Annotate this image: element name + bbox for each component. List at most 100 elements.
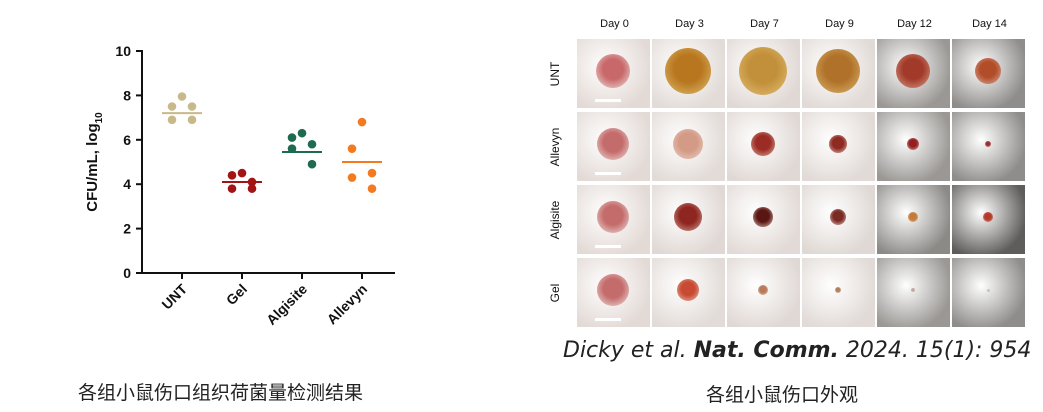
- data-point: [287, 144, 297, 153]
- wound-photo: [877, 185, 950, 254]
- wound-photo: [877, 258, 950, 327]
- data-point: [247, 184, 257, 193]
- group-row-label-text: Gel: [548, 283, 562, 303]
- day-header: Day 0: [600, 18, 629, 30]
- data-point: [187, 102, 197, 111]
- wound-spot: [830, 209, 846, 225]
- group-row-label-text: Allevyn: [548, 127, 562, 167]
- group-row-label-text: UNT: [548, 61, 562, 87]
- citation-details: 2024. 15(1): 954: [838, 338, 1032, 363]
- wound-photo: [727, 39, 800, 108]
- wound-spot: [896, 54, 930, 88]
- wound-spot: [816, 49, 860, 93]
- citation-authors: Dicky et al.: [563, 338, 694, 363]
- y-tick-label: 0: [123, 265, 131, 281]
- data-point: [177, 92, 187, 101]
- day-header: Day 7: [750, 18, 779, 30]
- wound-photo: [727, 258, 800, 327]
- wound-photo: [727, 112, 800, 181]
- y-axis-title: CFU/mL, log10: [84, 112, 105, 212]
- day-header: Day 12: [897, 18, 932, 30]
- wound-photo: [952, 112, 1025, 181]
- y-tick-label: 6: [123, 132, 131, 148]
- data-point: [357, 117, 367, 127]
- data-point: [347, 173, 357, 182]
- wound-photo: [952, 185, 1025, 254]
- wound-photo: [652, 112, 725, 181]
- wound-photo: [877, 112, 950, 181]
- photo-caption: 各组小鼠伤口外观: [706, 384, 859, 406]
- day-header: Day 14: [972, 18, 1007, 30]
- group-row-label: UNT: [545, 39, 565, 109]
- wound-spot: [597, 274, 629, 306]
- x-tick-label: Allevyn: [324, 281, 371, 328]
- x-tick-label: Gel: [223, 281, 250, 308]
- scale-bar: [595, 99, 621, 102]
- citation-journal: Nat. Comm.: [693, 338, 839, 363]
- y-tick-label: 8: [123, 87, 131, 103]
- data-point: [227, 184, 237, 193]
- cfu-chart: CFU/mL, log10 0 2 4 6 8 10 UNT Gel Algisite Alle…: [84, 43, 395, 328]
- data-point: [247, 177, 257, 187]
- wound-spot: [911, 288, 915, 292]
- data-point: [167, 102, 177, 111]
- wound-spot: [975, 58, 1001, 84]
- wound-spot: [983, 212, 993, 222]
- citation: Dicky et al. Nat. Comm. 2024. 15(1): 954: [563, 338, 1031, 363]
- wound-spot: [907, 138, 919, 150]
- group-row-label-text: Algisite: [548, 200, 562, 240]
- wound-photo: [652, 185, 725, 254]
- wound-spot: [677, 279, 699, 301]
- y-tick-label: 10: [115, 43, 131, 59]
- data-point: [307, 159, 317, 169]
- wound-photo: [577, 112, 650, 181]
- data-point: [287, 133, 297, 142]
- data-point: [187, 115, 197, 125]
- wound-photo: [802, 258, 875, 327]
- wound-photo: [577, 185, 650, 254]
- y-tick-label: 4: [123, 176, 131, 192]
- wound-spot: [751, 132, 775, 156]
- wound-spot: [597, 201, 629, 233]
- data-point: [167, 115, 177, 125]
- data-point: [297, 128, 307, 138]
- wound-spot: [597, 128, 629, 160]
- data-point: [347, 144, 357, 153]
- wound-spot: [596, 54, 630, 88]
- data-point: [237, 168, 247, 178]
- data-point: [367, 184, 377, 193]
- scale-bar: [595, 318, 621, 321]
- scale-bar: [595, 172, 621, 175]
- wound-photo: [652, 258, 725, 327]
- wound-photo: [802, 112, 875, 181]
- wound-photo-grid: Day 0 Day 3 Day 7 Day 9 Day 12 Day 14 UNT Allev…: [545, 18, 1025, 330]
- wound-spot: [674, 203, 702, 231]
- wound-photo: [727, 185, 800, 254]
- wound-spot: [753, 207, 773, 227]
- wound-spot: [739, 47, 787, 95]
- y-tick-label: 2: [123, 221, 131, 237]
- chart-caption: 各组小鼠伤口组织荷菌量检测结果: [78, 382, 364, 404]
- wound-spot: [665, 48, 711, 94]
- wound-spot: [673, 129, 703, 159]
- wound-spot: [835, 287, 841, 293]
- group-row-label: Gel: [545, 258, 565, 328]
- wound-spot: [985, 141, 991, 147]
- group-row-label: Algisite: [545, 185, 565, 255]
- wound-spot: [908, 212, 918, 222]
- wound-photo: [952, 258, 1025, 327]
- scale-bar: [595, 245, 621, 248]
- group-row-label: Allevyn: [545, 112, 565, 182]
- wound-photo: [802, 39, 875, 108]
- wound-spot: [758, 285, 768, 295]
- wound-photo: [952, 39, 1025, 108]
- x-tick-label: UNT: [158, 280, 190, 312]
- wound-photo: [652, 39, 725, 108]
- wound-spot: [986, 288, 990, 292]
- wound-photo: [802, 185, 875, 254]
- data-point: [227, 171, 237, 180]
- wound-photo: [877, 39, 950, 108]
- data-point: [367, 168, 377, 178]
- wound-photo: [577, 258, 650, 327]
- day-header: Day 9: [825, 18, 854, 30]
